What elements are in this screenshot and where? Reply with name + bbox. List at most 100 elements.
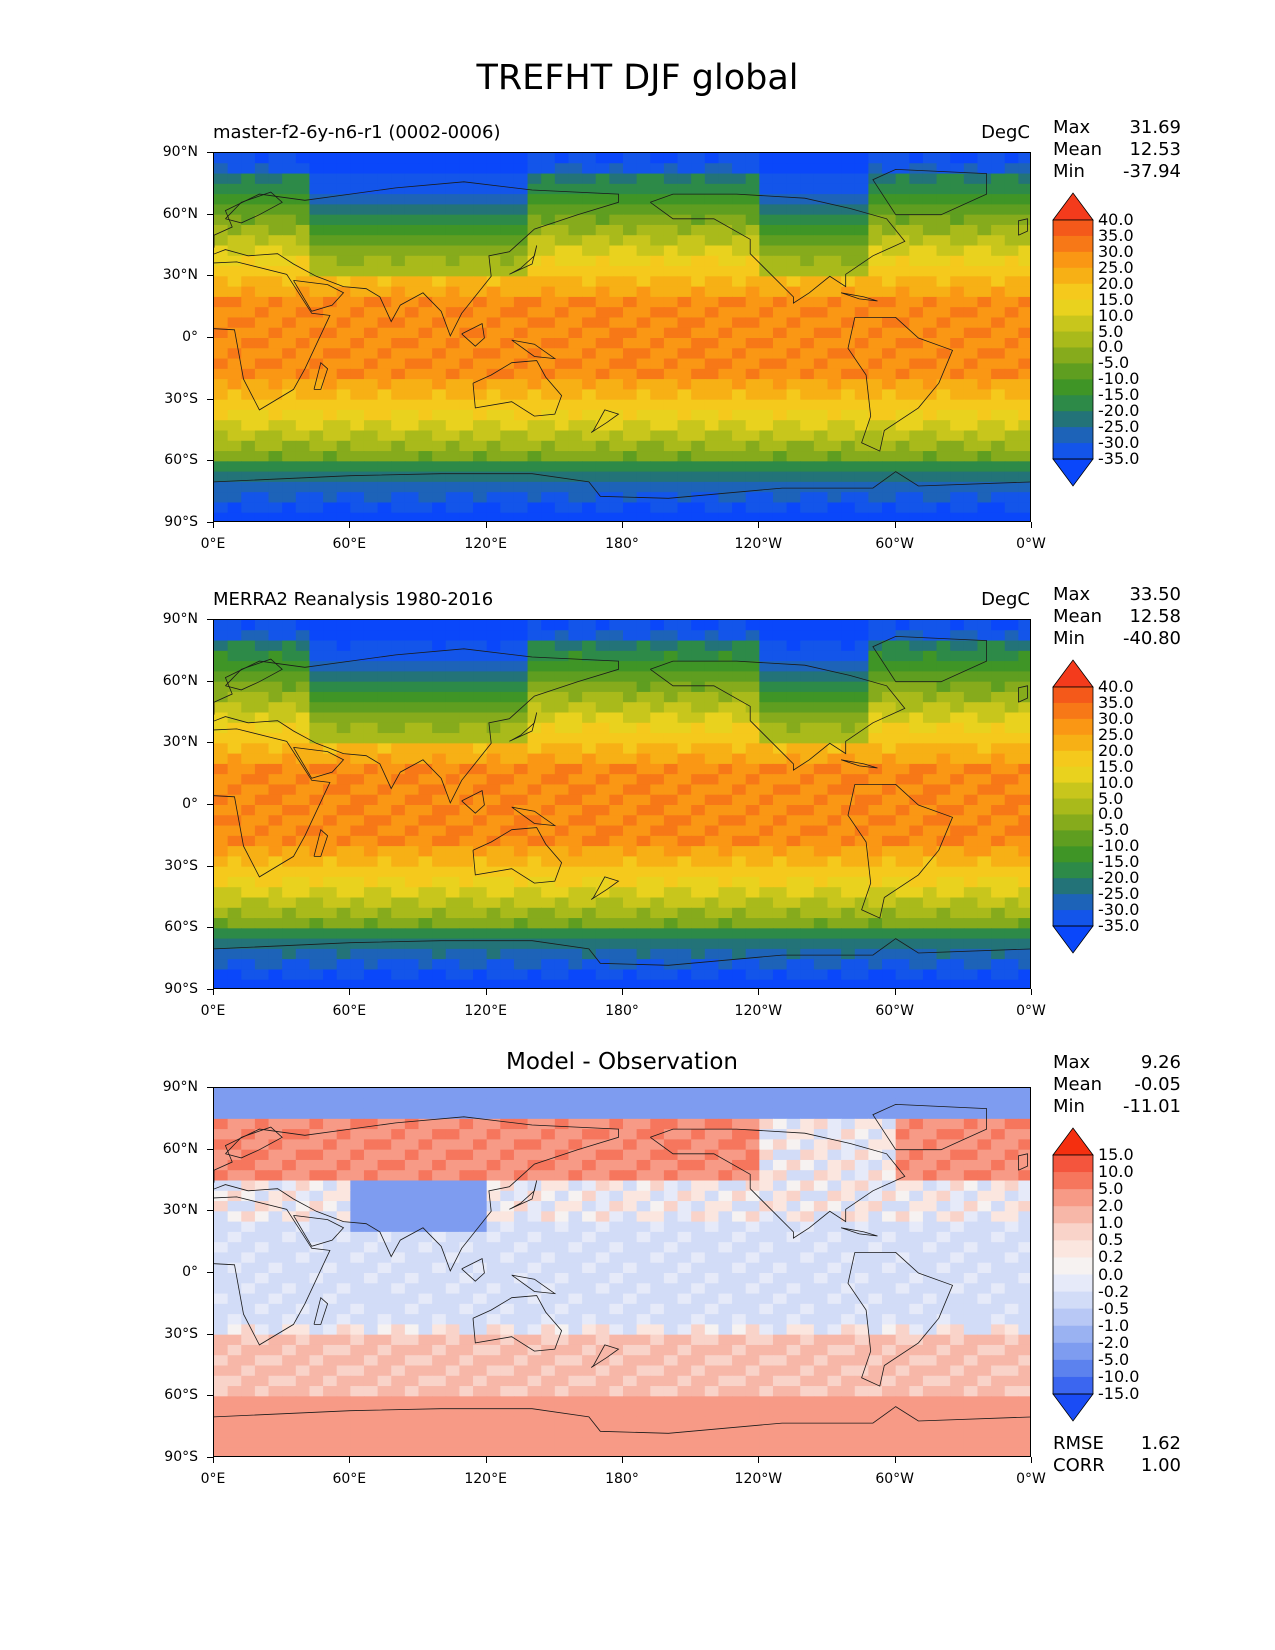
- field-cell: [772, 317, 788, 329]
- field-cell: [868, 245, 883, 257]
- field-cell: [391, 753, 406, 765]
- field-cell: [963, 691, 979, 703]
- field-cell: [991, 153, 1006, 164]
- field-cell: [759, 194, 774, 205]
- field-cell: [513, 1088, 529, 1099]
- field-cell: [841, 451, 856, 462]
- field-cell: [309, 296, 324, 308]
- field-cell: [950, 671, 965, 683]
- field-cell: [568, 794, 583, 806]
- field-cell: [254, 907, 270, 919]
- field-cell: [636, 1139, 651, 1151]
- field-cell: [963, 1098, 979, 1110]
- field-cell: [336, 389, 351, 401]
- field-cell: [527, 276, 542, 288]
- field-cell: [950, 835, 965, 847]
- field-cell: [677, 753, 692, 765]
- field-cell: [772, 671, 788, 683]
- field-cell: [882, 969, 897, 981]
- field-cell: [704, 1088, 720, 1099]
- field-cell: [582, 774, 597, 786]
- field-cell: [909, 245, 924, 257]
- field-cell: [363, 296, 379, 308]
- field-cell: [691, 266, 706, 277]
- field-cell: [868, 255, 883, 267]
- field-cell: [445, 338, 460, 349]
- field-cell: [991, 1129, 1006, 1140]
- field-cell: [854, 784, 869, 796]
- field-cell: [854, 255, 869, 267]
- field-cell: [718, 245, 733, 257]
- field-cell: [609, 163, 624, 175]
- field-cell: [336, 733, 351, 744]
- field-cell: [595, 753, 610, 765]
- field-cell: [950, 856, 965, 868]
- field-cell: [677, 1108, 692, 1120]
- field-cell: [895, 235, 910, 247]
- field-cell: [377, 681, 392, 693]
- field-cell: [827, 846, 842, 857]
- field-cell: [922, 173, 938, 185]
- field-cell: [609, 317, 624, 329]
- field-cell: [963, 979, 979, 988]
- field-cell: [268, 368, 283, 380]
- field-cell: [663, 502, 679, 514]
- field-cell: [691, 1088, 706, 1099]
- field-cell: [254, 266, 270, 277]
- field-cell: [500, 630, 515, 642]
- field-cell: [950, 163, 965, 175]
- field-cell: [241, 805, 256, 816]
- field-cell: [459, 969, 474, 981]
- field-cell: [214, 358, 229, 370]
- field-cell: [854, 389, 869, 401]
- field-cell: [732, 451, 747, 462]
- field-cell: [527, 774, 542, 786]
- field-cell: [377, 163, 392, 175]
- field-cell: [350, 420, 365, 432]
- field-cell: [595, 825, 610, 837]
- field-cell: [268, 661, 283, 672]
- field-cell: [759, 224, 774, 236]
- field-cell: [909, 348, 924, 360]
- field-cell: [623, 451, 638, 462]
- field-cell: [745, 420, 760, 432]
- field-cell: [895, 640, 910, 652]
- field-cell: [759, 163, 774, 175]
- field-cell: [459, 691, 474, 703]
- field-cell: [582, 1108, 597, 1120]
- field-cell: [786, 224, 801, 236]
- field-cell: [214, 835, 229, 847]
- field-cell: [554, 481, 570, 493]
- field-cell: [759, 307, 774, 319]
- field-cell: [650, 876, 665, 888]
- field-cell: [377, 702, 392, 714]
- field-cell: [718, 784, 733, 796]
- field-cell: [800, 1149, 815, 1161]
- field-cell: [336, 753, 351, 765]
- field-cell: [323, 959, 338, 971]
- field-cell: [882, 1108, 897, 1120]
- field-cell: [241, 743, 256, 755]
- field-cell: [922, 502, 938, 514]
- field-cell: [459, 661, 474, 672]
- field-cell: [895, 1108, 910, 1120]
- field-cell: [704, 153, 720, 164]
- lon-tick-label: 0°W: [1016, 536, 1046, 552]
- field-cell: [404, 846, 420, 857]
- field-cell: [1004, 1118, 1019, 1130]
- field-cell: [977, 763, 992, 775]
- field-cell: [609, 183, 624, 195]
- field-cell: [636, 430, 651, 442]
- field-cell: [391, 1088, 406, 1099]
- field-cell: [977, 774, 992, 786]
- field-cell: [800, 825, 815, 837]
- field-cell: [936, 825, 951, 837]
- field-cell: [609, 224, 624, 236]
- field-cell: [527, 471, 542, 483]
- field-cell: [432, 214, 447, 226]
- field-cell: [922, 317, 938, 329]
- field-cell: [623, 815, 638, 827]
- field-cell: [882, 245, 897, 257]
- field-cell: [882, 461, 897, 473]
- field-cell: [650, 784, 665, 796]
